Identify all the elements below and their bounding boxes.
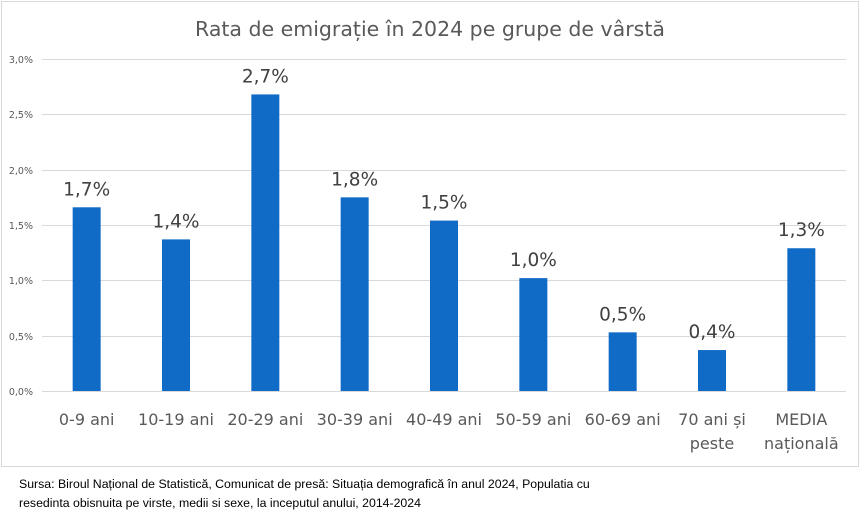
x-tick-label-line: 60-69 ani: [585, 410, 661, 429]
y-tick-label: 0,5%: [9, 332, 33, 343]
bar: [72, 207, 101, 391]
data-labels: 1,7% 1,4% 2,7% 1,8% 1,5% 1,0% 0,5% 0,4% 1,3%: [63, 66, 825, 343]
chart-title: Rata de emigrație în 2024 pe grupe de vâ…: [195, 17, 665, 41]
x-tick-label: 60-69 ani: [585, 410, 661, 429]
x-tick-label-line: 20-29 ani: [227, 410, 303, 429]
data-label: 1,3%: [778, 220, 825, 241]
bar: [251, 94, 280, 391]
x-axis: 0-9 ani 10-19 ani 20-29 ani 30-39 ani 40-49 …: [59, 410, 839, 453]
data-label: 1,4%: [153, 211, 200, 232]
x-tick-label-line: 10-19 ani: [138, 410, 214, 429]
bar: [430, 220, 458, 391]
x-tick-label: 70 ani și peste: [678, 410, 746, 453]
bars: [72, 94, 816, 391]
y-tick-label: 0,0%: [9, 387, 33, 398]
x-tick-label-line: 40-49 ani: [406, 410, 482, 429]
y-tick-label: 1,0%: [9, 276, 33, 287]
x-tick-label-line: peste: [690, 434, 734, 453]
source-line-2: resedinta obisnuita pe virste, medii si …: [19, 496, 421, 510]
y-axis: 0,0% 0,5% 1,0% 1,5% 2,0% 2,5% 3,0%: [9, 55, 33, 398]
data-label: 2,7%: [242, 66, 289, 87]
bar-chart: Rata de emigrație în 2024 pe grupe de vâ…: [9, 17, 846, 453]
data-label: 1,0%: [510, 250, 557, 271]
x-tick-label: 20-29 ani: [227, 410, 303, 429]
x-tick-label-line: 0-9 ani: [59, 410, 115, 429]
x-tick-label: 50-59 ani: [495, 410, 571, 429]
bar: [340, 197, 369, 391]
y-tick-label: 1,5%: [9, 221, 33, 232]
x-tick-label: 40-49 ani: [406, 410, 482, 429]
y-tick-label: 3,0%: [9, 55, 33, 66]
source-note: Sursa: Biroul Național de Statistică, Co…: [19, 475, 719, 513]
source-line-1: Sursa: Biroul Național de Statistică, Co…: [19, 477, 590, 491]
y-tick-label: 2,0%: [9, 166, 33, 177]
x-tick-label: MEDIA națională: [764, 410, 839, 453]
data-label: 1,7%: [63, 179, 110, 200]
bar: [519, 278, 548, 391]
x-tick-label: 10-19 ani: [138, 410, 214, 429]
x-tick-label-line: 30-39 ani: [317, 410, 393, 429]
bar: [698, 350, 726, 391]
x-tick-label-line: MEDIA: [775, 410, 827, 429]
x-tick-label-line: 50-59 ani: [495, 410, 571, 429]
bar: [608, 332, 637, 391]
bar: [162, 239, 190, 391]
data-label: 0,4%: [689, 322, 736, 343]
x-tick-label: 30-39 ani: [317, 410, 393, 429]
x-tick-label: 0-9 ani: [59, 410, 115, 429]
x-tick-label-line: 70 ani și: [678, 410, 746, 429]
y-tick-label: 2,5%: [9, 110, 33, 121]
data-label: 0,5%: [599, 304, 646, 325]
bar: [787, 248, 816, 391]
x-tick-label-line: națională: [764, 434, 839, 453]
data-label: 1,5%: [421, 193, 468, 214]
data-label: 1,8%: [331, 169, 378, 190]
